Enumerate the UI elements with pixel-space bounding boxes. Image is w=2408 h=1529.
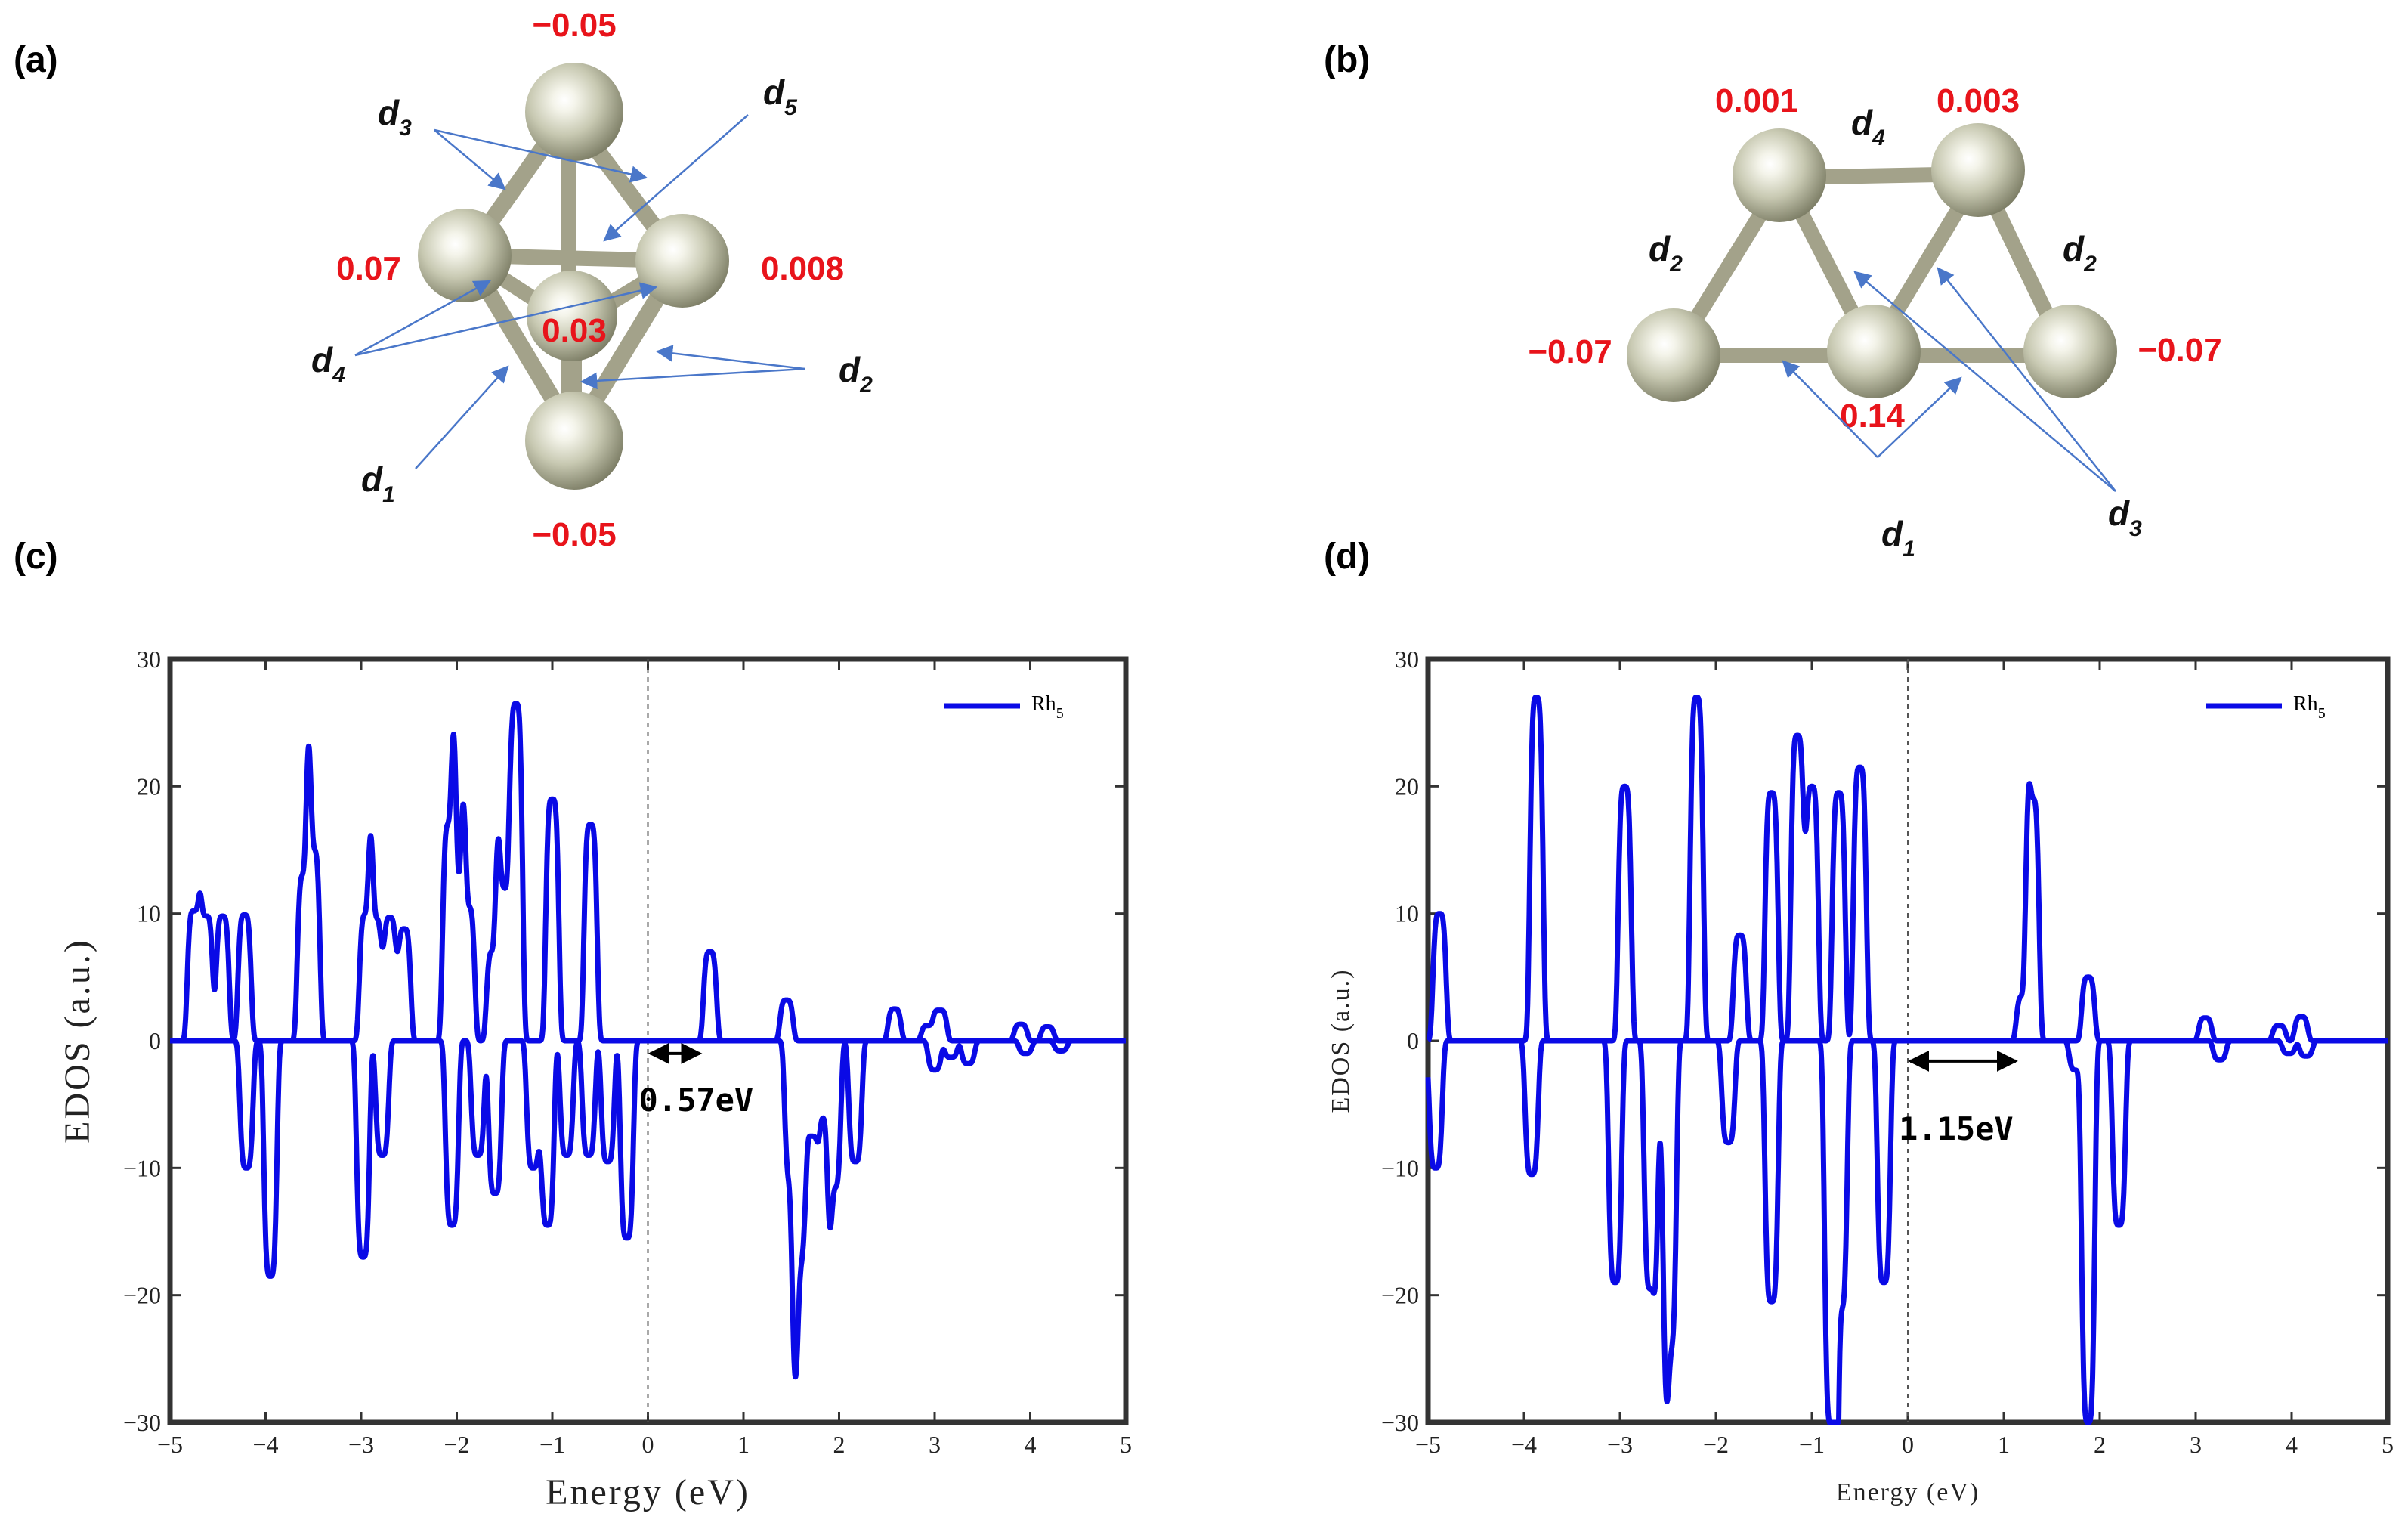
chart-c-xtick-label: −1	[539, 1431, 565, 1458]
chart-d-ytick-label: −20	[1381, 1282, 1419, 1309]
distance-arrows-b	[1782, 267, 2116, 492]
panel-b: (b) 0.001 0.003 −0.07 0.14 −0.07 d4 d2 d…	[1324, 40, 2222, 562]
chart-c-ytick-label: −10	[123, 1154, 161, 1181]
chart-d-xlabel: Energy (eV)	[1836, 1478, 1980, 1506]
panel-label-d: (d)	[1324, 537, 1370, 577]
atom-bottom-left	[1627, 308, 1720, 402]
rh5-bipyramid-structure	[418, 63, 729, 490]
label-d1-b: d1	[1881, 514, 1915, 562]
chart-c-ytick-label: −20	[123, 1282, 161, 1309]
label-d3-b: d3	[2108, 494, 2142, 541]
chart-c-xtick-label: 2	[833, 1431, 845, 1458]
chart-c-ytick-label: 30	[137, 645, 161, 673]
chart-d-xtick-label: −4	[1511, 1431, 1537, 1458]
charge-top-left: 0.001	[1715, 82, 1798, 119]
chart-d-xtick-label: −1	[1799, 1431, 1825, 1458]
label-d1-a: d1	[361, 460, 395, 507]
chart-d-ytick-label: 10	[1395, 900, 1419, 927]
chart-d-xtick-label: −2	[1703, 1431, 1729, 1458]
charge-left: 0.07	[336, 250, 401, 287]
atom-bottom-center	[1827, 305, 1921, 398]
label-d4-b: d4	[1851, 103, 1885, 150]
chart-d-ytick-label: 0	[1407, 1027, 1419, 1054]
atom-bottom	[525, 392, 623, 490]
charge-bottom-right: −0.07	[2138, 332, 2221, 369]
panel-label-a: (a)	[14, 40, 58, 80]
chart-c-xtick-label: 3	[929, 1431, 941, 1458]
atom-right	[635, 214, 729, 308]
chart-d-ytick-label: −10	[1381, 1154, 1419, 1181]
charge-bottom: −0.05	[532, 516, 616, 553]
chart-d-xtick-label: 0	[1902, 1431, 1914, 1458]
chart-d-xtick-label: −5	[1415, 1431, 1441, 1458]
atom-left	[418, 209, 512, 302]
distance-arrows-a	[354, 114, 805, 469]
chart-c-xtick-label: −2	[444, 1431, 469, 1458]
chart-d-xtick-label: 1	[1998, 1431, 2010, 1458]
chart-d-xtick-label: 5	[2382, 1431, 2394, 1458]
label-d3-a: d3	[378, 93, 412, 141]
chart-d-xtick-label: −3	[1607, 1431, 1633, 1458]
chart-c-ytick-label: 0	[149, 1027, 161, 1054]
panel-label-b: (b)	[1324, 40, 1370, 80]
rh5-planar-structure	[1627, 123, 2117, 402]
label-d2-b-left: d2	[1649, 229, 1683, 277]
chart-c-xtick-label: −4	[252, 1431, 278, 1458]
chart-c-xtick-label: 0	[642, 1431, 654, 1458]
label-d2-b-right: d2	[2063, 229, 2097, 277]
chart-d-ytick-label: 20	[1395, 772, 1419, 800]
label-d5-a: d5	[763, 73, 798, 120]
chart-c-xtick-label: −5	[157, 1431, 183, 1458]
panel-c: (c) −5 −4 −3 −2 −1 0 1 2 3 4 53020100−10−20−30Ener…	[14, 537, 1132, 1512]
atom-center	[527, 271, 617, 361]
chart-c-gap-label: 0.57eV	[639, 1082, 754, 1119]
chart-c-xlabel: Energy (eV)	[546, 1472, 750, 1512]
chart-c-xtick-label: −3	[348, 1431, 374, 1458]
charge-top: −0.05	[532, 7, 616, 44]
panel-a: (a) −0.05 0.07 0.008 0.03 −0.05	[14, 7, 873, 553]
charge-center: 0.03	[542, 312, 607, 349]
chart-c-xtick-label: 1	[737, 1431, 750, 1458]
chart-c-xtick-label: 4	[1025, 1431, 1037, 1458]
label-d2-a: d2	[839, 350, 873, 398]
chart-c-series-spin-down	[168, 1038, 1128, 1380]
chart-d-xtick-label: 4	[2286, 1431, 2298, 1458]
chart-d-xtick-label: 2	[2094, 1431, 2106, 1458]
atom-top-left	[1733, 128, 1826, 222]
panel-label-c: (c)	[14, 537, 58, 577]
charge-bottom-left: −0.07	[1528, 333, 1612, 370]
chart-d-gap-label: 1.15eV	[1899, 1110, 2014, 1147]
charge-bottom-center: 0.14	[1840, 398, 1905, 435]
atom-bottom-right	[2023, 305, 2117, 398]
label-d4-a: d4	[311, 340, 345, 388]
chart-d-xtick-label: 3	[2190, 1431, 2202, 1458]
charge-right: 0.008	[761, 250, 844, 287]
panel-d: (d) −5 −4 −3 −2 −1 0 1 2 3 4 53020100−10−20−30Ener…	[1324, 537, 2394, 1506]
chart-d-ylabel: EDOS (a.u.)	[1327, 968, 1355, 1113]
chart-c-ytick-label: −30	[123, 1409, 161, 1436]
chart-c-ylabel: EDOS (a.u.)	[57, 938, 97, 1144]
chart-d-ytick-label: 30	[1395, 645, 1419, 673]
chart-c-ytick-label: 10	[137, 900, 161, 927]
chart-d-series-spin-down	[1425, 1038, 2390, 1425]
chart-d-legend-label: Rh5	[2293, 692, 2326, 722]
atom-top	[525, 63, 623, 161]
atom-top-right	[1931, 123, 2025, 217]
chart-c-legend-label: Rh5	[1031, 692, 1064, 722]
chart-d-ytick-label: −30	[1381, 1409, 1419, 1436]
chart-c-xtick-label: 5	[1120, 1431, 1132, 1458]
chart-c-ytick-label: 20	[137, 772, 161, 800]
charge-top-right: 0.003	[1937, 82, 2020, 119]
